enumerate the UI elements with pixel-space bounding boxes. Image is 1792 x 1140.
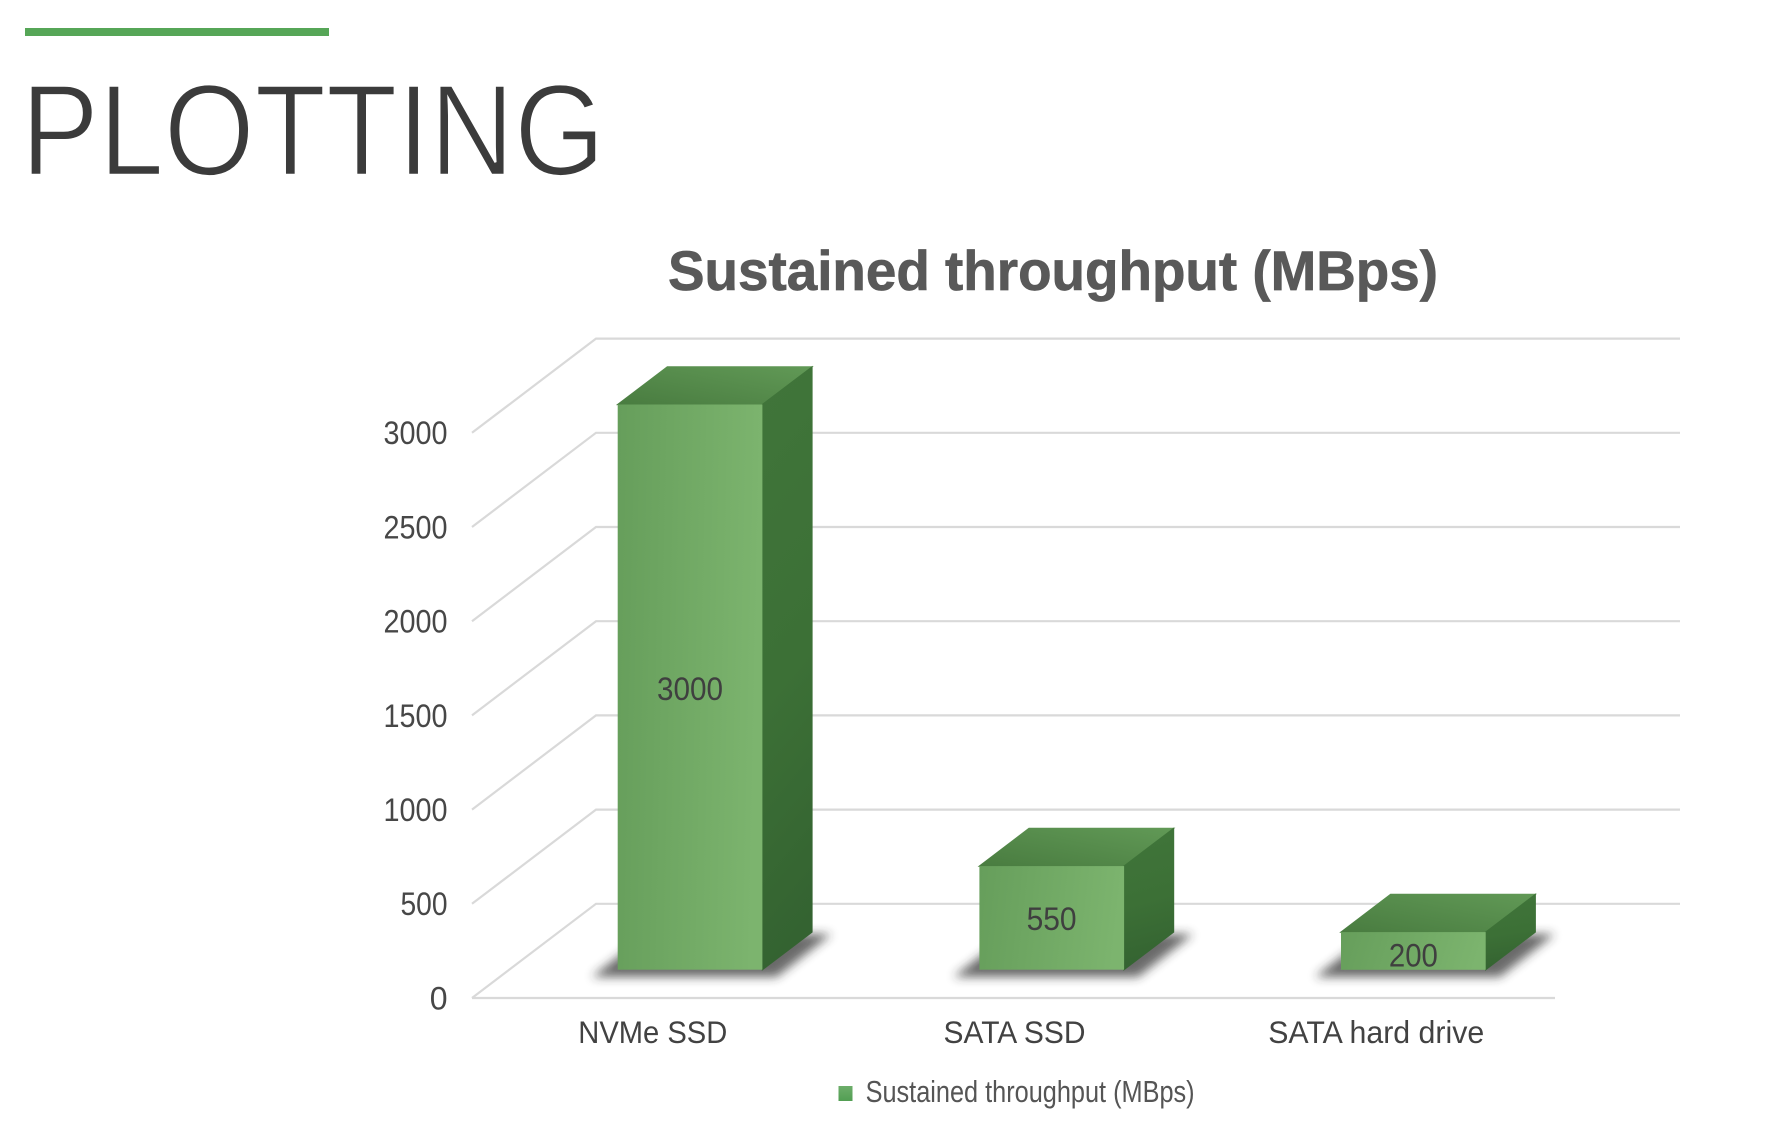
svg-text:Sustained throughput (MBps): Sustained throughput (MBps) bbox=[668, 239, 1438, 302]
svg-text:3000: 3000 bbox=[384, 415, 448, 451]
svg-text:500: 500 bbox=[401, 886, 448, 922]
svg-text:200: 200 bbox=[1389, 938, 1438, 974]
svg-text:3000: 3000 bbox=[657, 671, 723, 707]
svg-text:0: 0 bbox=[430, 980, 448, 1016]
svg-text:PLOTTING: PLOTTING bbox=[21, 57, 605, 203]
svg-text:Sustained throughput (MBps): Sustained throughput (MBps) bbox=[866, 1074, 1195, 1109]
svg-text:550: 550 bbox=[1027, 901, 1077, 937]
svg-text:NVMe SSD: NVMe SSD bbox=[578, 1014, 727, 1050]
svg-text:2000: 2000 bbox=[384, 604, 448, 640]
svg-text:SATA hard drive: SATA hard drive bbox=[1268, 1014, 1484, 1050]
svg-text:1000: 1000 bbox=[384, 792, 448, 828]
svg-text:SATA SSD: SATA SSD bbox=[944, 1014, 1086, 1050]
svg-text:2500: 2500 bbox=[384, 509, 448, 545]
svg-text:1500: 1500 bbox=[384, 698, 448, 734]
